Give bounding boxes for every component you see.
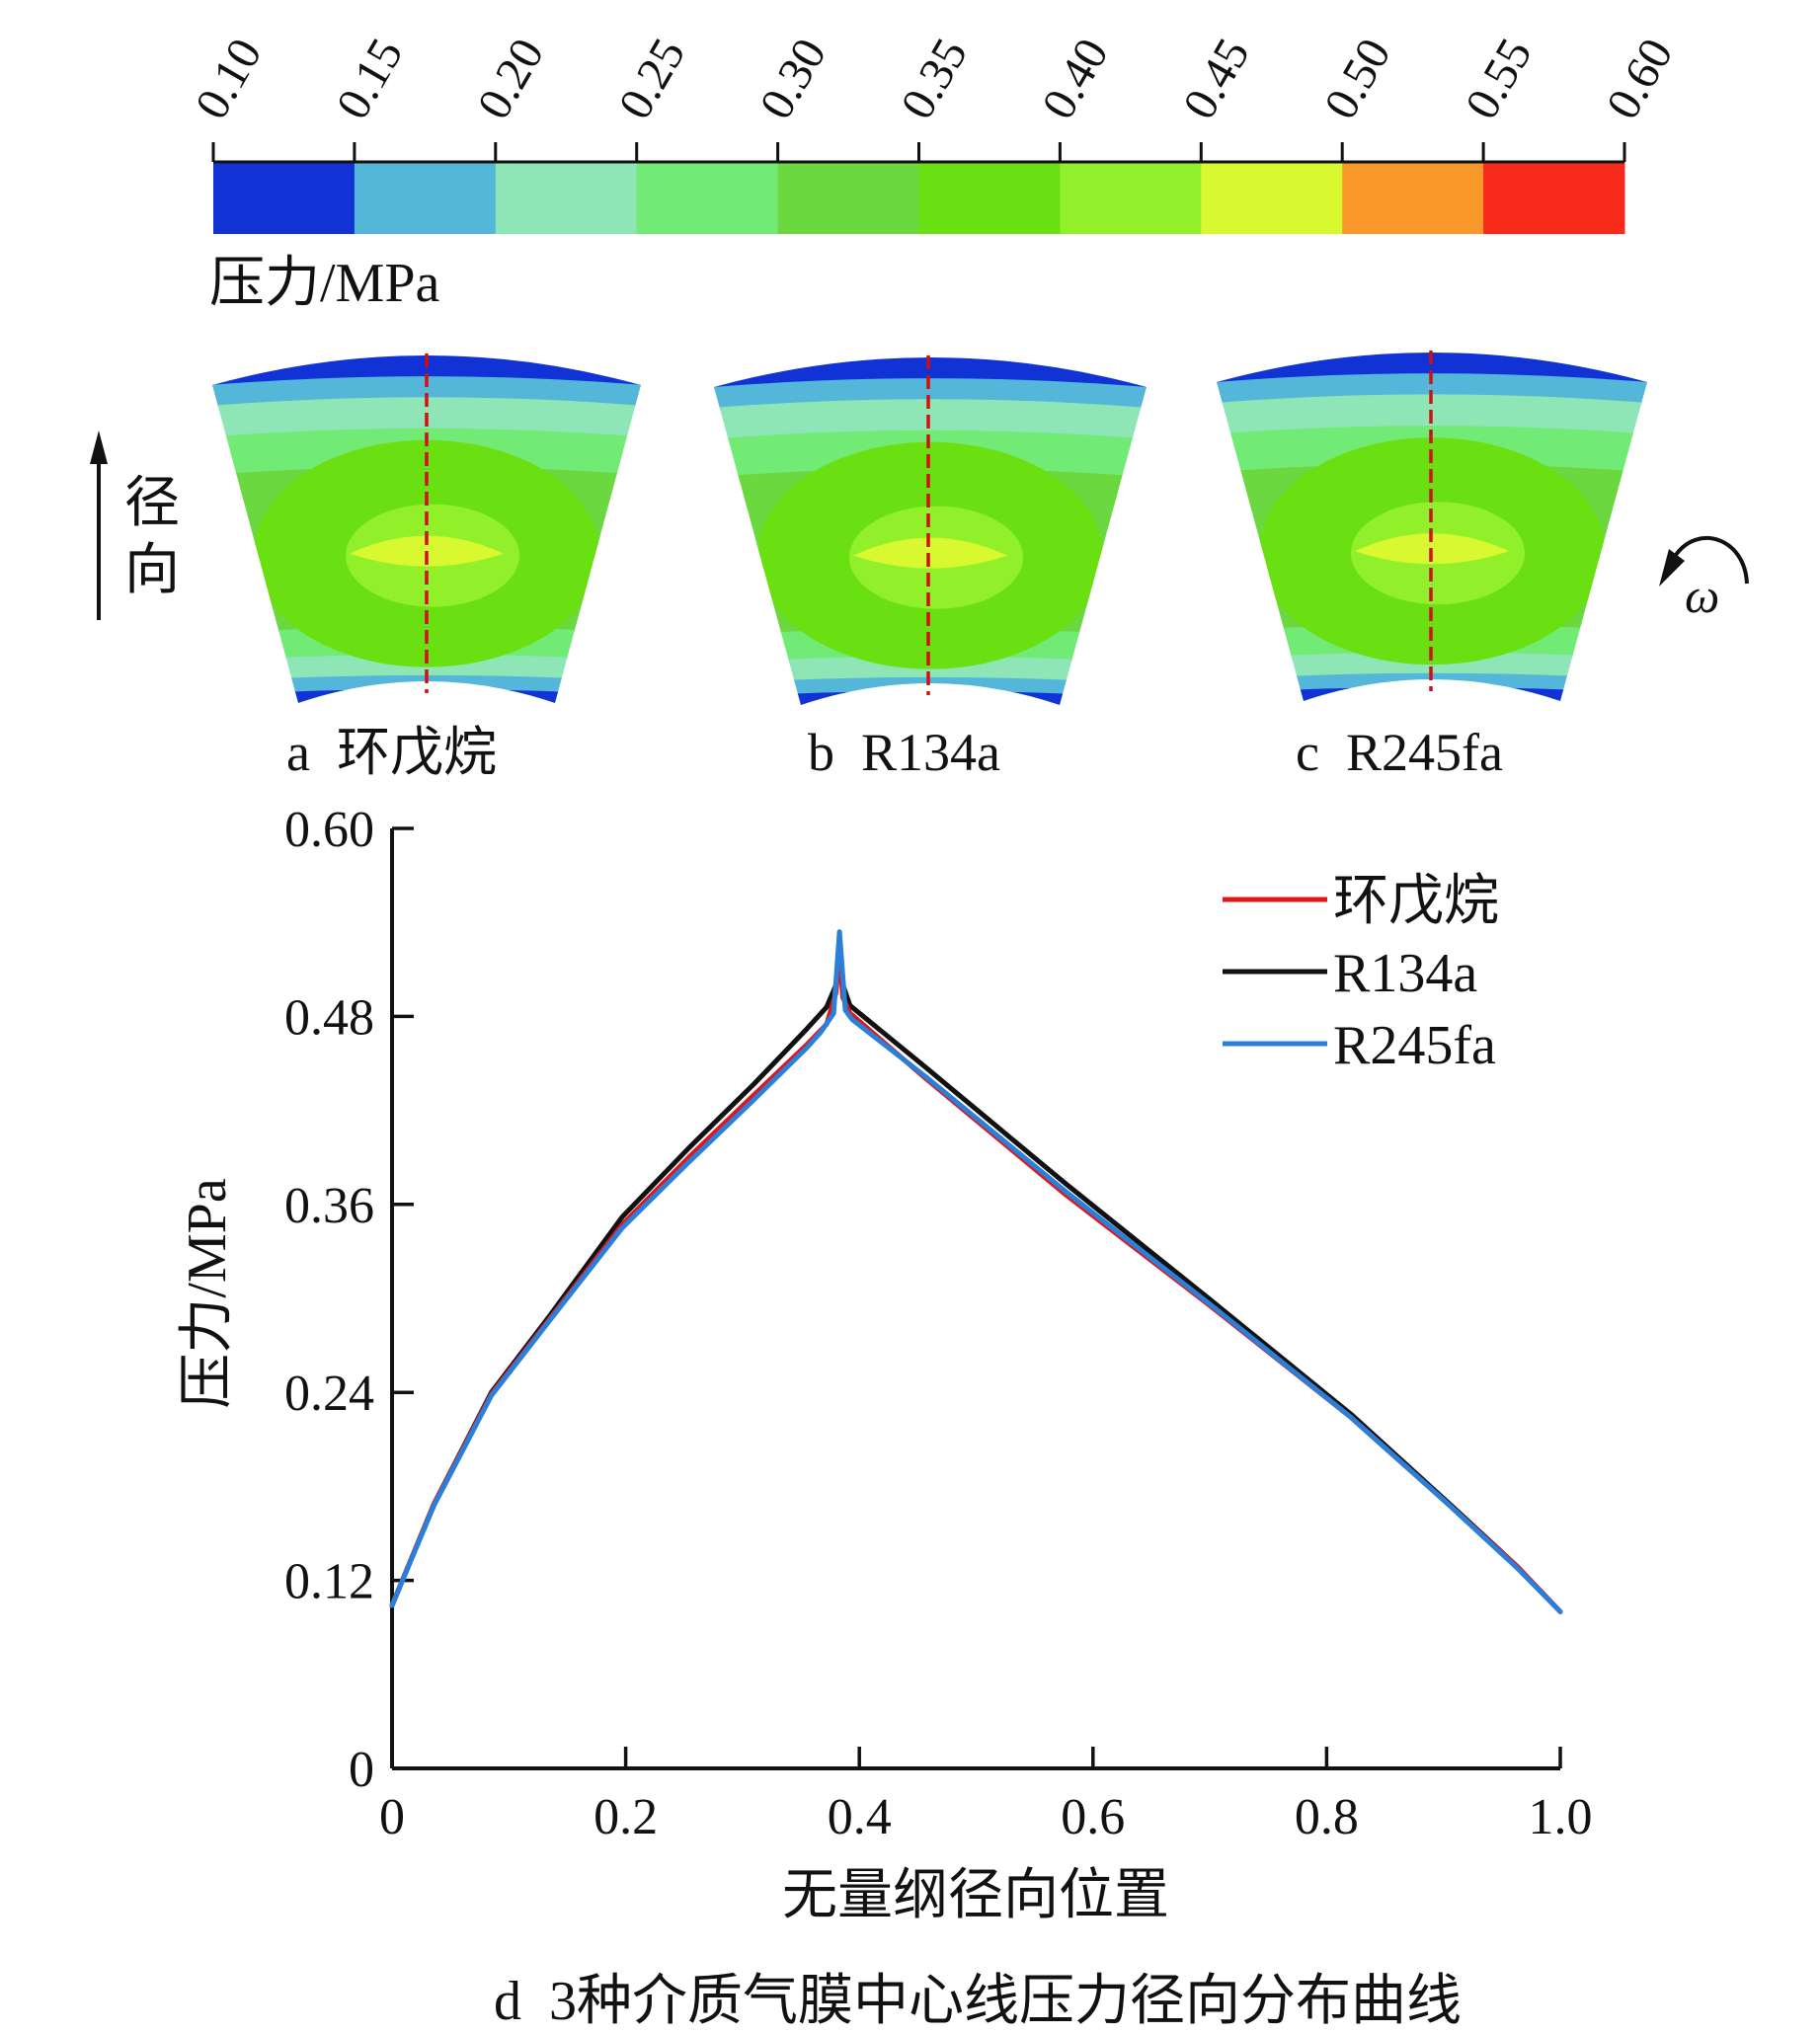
colorbar-swatch	[636, 162, 779, 234]
radial-label-char-1: 径	[124, 473, 180, 534]
legend-label: R245fa	[1333, 1015, 1496, 1076]
rotation-indicator: ω	[1659, 536, 1749, 623]
x-tick-label: 0.6	[1061, 1789, 1125, 1845]
pressure-band	[212, 376, 641, 429]
radial-label-char-2: 向	[124, 540, 180, 601]
y-tick-label: 0.24	[284, 1366, 374, 1422]
colorbar-tick-label: 0.45	[1173, 30, 1260, 127]
y-axis-label: 压力/MPa	[177, 1178, 238, 1408]
panel-label-a: a 环戊烷	[286, 723, 497, 782]
colorbar-tick-label: 0.20	[467, 30, 554, 127]
colorbar-swatch	[1342, 162, 1484, 234]
x-axis-label: 无量纲径向位置	[782, 1865, 1169, 1926]
omega-symbol: ω	[1685, 568, 1719, 623]
colorbar-tick-label: 0.60	[1597, 30, 1684, 127]
chart-series	[389, 929, 1563, 1614]
colorbar-swatch	[1201, 162, 1343, 234]
y-tick-label: 0.60	[284, 802, 374, 858]
pressure-band	[714, 399, 1147, 461]
colorbar-tick-label: 0.25	[608, 30, 695, 127]
pressure-band	[714, 676, 1147, 705]
legend-label: R134a	[1333, 943, 1477, 1004]
radial-direction-indicator: 径 向	[90, 430, 180, 620]
pressure-contour-0.45	[853, 537, 1007, 569]
contour-panel-b	[714, 355, 1147, 705]
series-line-R245fa	[389, 929, 1563, 1614]
pressure-band	[714, 378, 1147, 430]
pressure-band	[212, 397, 641, 459]
colorbar-swatch	[354, 162, 497, 234]
legend-label: 环戊烷	[1333, 871, 1499, 932]
y-tick-label: 0	[349, 1742, 374, 1798]
colorbar-tick-label: 0.35	[891, 30, 978, 127]
x-tick-label: 1.0	[1529, 1789, 1593, 1845]
radial-arrow-icon	[90, 430, 108, 464]
x-tick-label: 0.2	[593, 1789, 658, 1845]
rotation-arrow-arc	[1674, 536, 1749, 585]
panel-label-b: b R134a	[808, 723, 1000, 782]
colorbar-tick-label: 0.40	[1032, 30, 1119, 127]
colorbar-swatch	[1060, 162, 1202, 234]
y-tick-label: 0.12	[284, 1554, 374, 1610]
pressure-band	[1217, 394, 1647, 456]
colorbar-tick-label: 0.30	[750, 30, 836, 127]
pressure-band	[1217, 686, 1647, 701]
y-tick-label: 0.48	[284, 989, 374, 1046]
pressure-band	[212, 688, 641, 703]
colorbar-swatch	[213, 162, 356, 234]
y-tick-label: 0.36	[284, 1178, 374, 1234]
colorbar-label: 压力/MPa	[209, 253, 439, 314]
colorbar-tick-label: 0.55	[1456, 30, 1543, 127]
colorbar: 0.10 0.15 0.20 0.25 0.30 0.35 0.40 0.45 0.50 0.55…	[186, 30, 1684, 234]
colorbar-tick-label: 0.50	[1314, 30, 1401, 127]
colorbar-swatch	[1483, 162, 1625, 234]
colorbar-tick-label: 0.10	[186, 30, 273, 127]
pressure-line-chart: 0 0.12 0.24 0.36 0.48 0.60 0 0.2 0.4 0.6 0.8 1.0 环戊…	[177, 802, 1593, 2032]
colorbar-swatch	[495, 162, 638, 234]
panel-label-c: c R245fa	[1296, 723, 1503, 782]
x-tick-label: 0.4	[828, 1789, 892, 1845]
pressure-band	[1217, 373, 1647, 426]
rotation-arrow-icon	[1659, 549, 1685, 587]
pressure-band	[1217, 672, 1647, 701]
chart-axes: 0 0.12 0.24 0.36 0.48 0.60 0 0.2 0.4 0.6 0.8 1.0	[284, 802, 1593, 1845]
x-tick-label: 0.8	[1295, 1789, 1359, 1845]
chart-caption: d 3种介质气膜中心线压力径向分布曲线	[494, 1971, 1462, 2032]
colorbar-swatch	[777, 162, 919, 234]
colorbar-tick-label: 0.15	[327, 30, 414, 127]
x-tick-label: 0	[379, 1789, 405, 1845]
chart-legend: 环戊烷 R134a R245fa	[1223, 871, 1499, 1076]
colorbar-swatch	[918, 162, 1061, 234]
